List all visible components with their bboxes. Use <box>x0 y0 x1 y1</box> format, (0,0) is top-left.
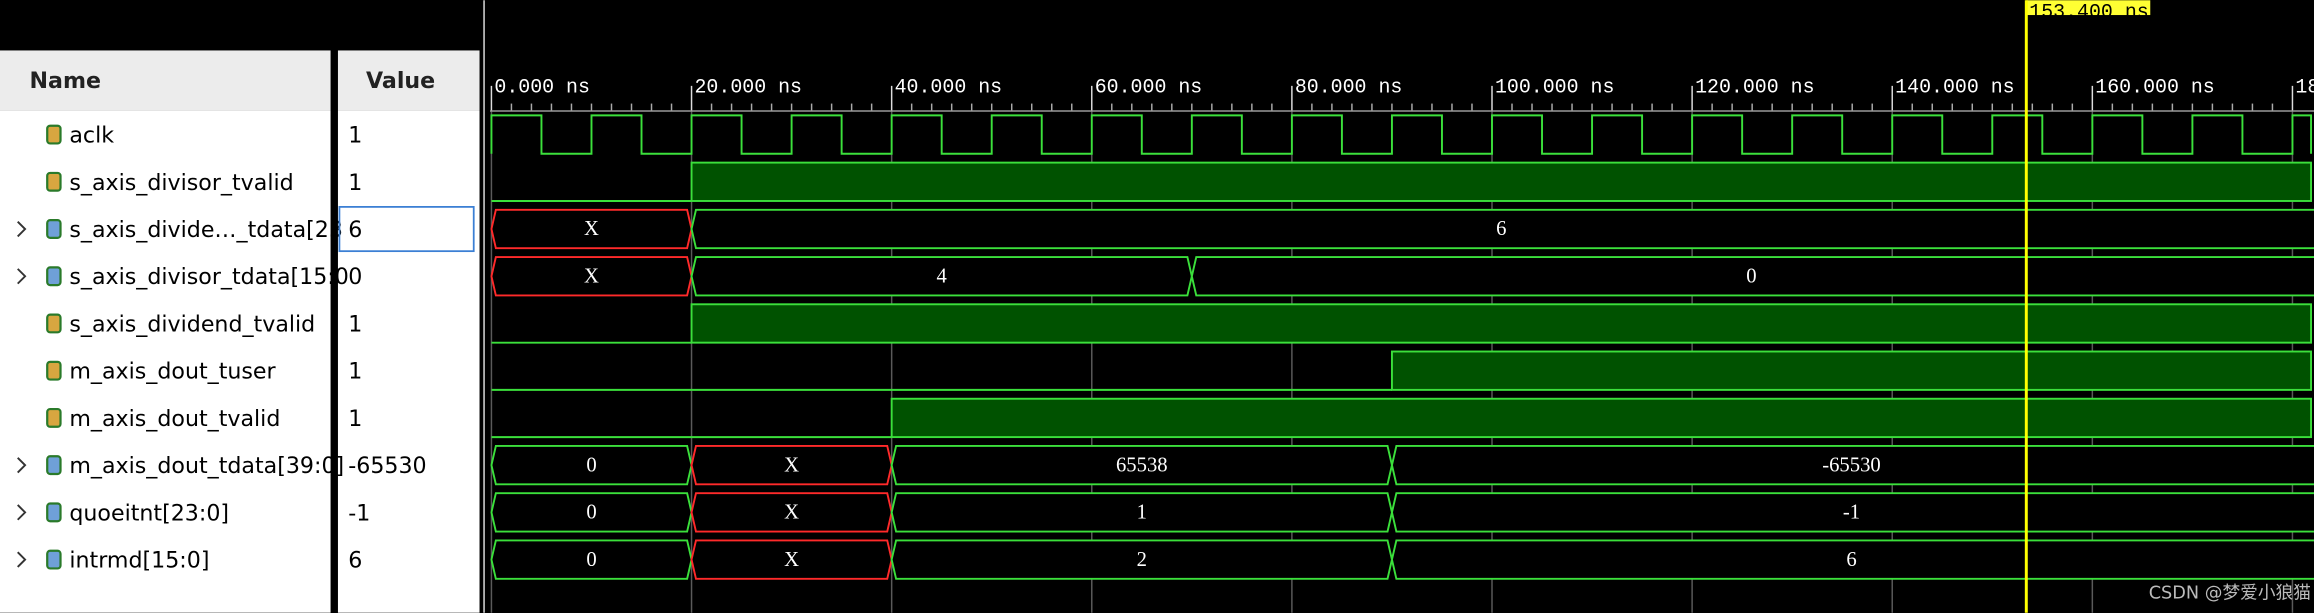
signal-name[interactable]: m_axis_dout_tuser <box>69 359 276 385</box>
ruler-label: 180.000 ns <box>2295 76 2314 99</box>
bus-value: 65538 <box>1116 454 1168 476</box>
signal-name[interactable]: s_axis_divisor_tdata[15:0 <box>69 264 348 290</box>
clock-wave <box>490 114 2313 155</box>
watermark: CSDN @梦爱小狼猫 <box>2149 583 2311 604</box>
signal-name[interactable]: quoeitnt[23:0] <box>69 500 229 526</box>
signal-name[interactable]: m_axis_dout_tvalid <box>69 406 280 432</box>
bus-value: 0 <box>586 549 596 571</box>
bus-segment <box>1190 256 2314 297</box>
signal-value: 6 <box>348 548 362 574</box>
bus-value: 6 <box>1496 218 1506 240</box>
cursor-label-bg <box>2026 0 2151 16</box>
signal-icon <box>46 502 62 523</box>
bit-high <box>1390 350 2313 391</box>
ruler-label: 100.000 ns <box>1495 76 1614 99</box>
bus-value: X <box>784 502 799 524</box>
signal-value: 0 <box>348 264 362 290</box>
bus-value: X <box>584 265 599 287</box>
signal-icon <box>46 549 62 570</box>
ruler-label: 20.000 ns <box>694 76 802 99</box>
bus-value: X <box>784 454 799 476</box>
bus-segment <box>690 208 2314 250</box>
bus-value: 0 <box>586 502 596 524</box>
name-header[interactable] <box>0 50 331 111</box>
ruler-label: 80.000 ns <box>1295 76 1403 99</box>
bus-value: 2 <box>1137 549 1147 571</box>
signal-value: -1 <box>348 500 370 526</box>
signal-name[interactable]: aclk <box>69 123 114 149</box>
signal-value: 6 <box>348 217 362 243</box>
signal-name[interactable]: s_axis_divide…_tdata[23 <box>69 217 343 243</box>
expand-arrow[interactable] <box>17 504 27 521</box>
signal-value: -65530 <box>348 453 426 479</box>
bus-value: 0 <box>1746 265 1756 287</box>
signal-value: 1 <box>348 311 362 337</box>
signal-name[interactable]: s_axis_dividend_tvalid <box>69 311 315 337</box>
signal-value: 1 <box>348 359 362 385</box>
signal-icon <box>46 219 62 239</box>
ruler-label: 60.000 ns <box>1095 76 1203 99</box>
signal-name[interactable]: m_axis_dout_tdata[39:0] <box>69 453 344 479</box>
selected-value-box <box>338 206 475 253</box>
expand-arrow[interactable] <box>17 268 27 285</box>
signal-icon <box>46 313 62 334</box>
bit-high <box>890 397 2313 439</box>
bus-value: -65530 <box>1822 454 1881 476</box>
bus-value: 0 <box>586 454 596 476</box>
header-text: Value <box>366 68 435 94</box>
expand-arrow[interactable] <box>17 220 27 238</box>
signal-icon <box>46 171 62 192</box>
bit-high <box>690 303 2313 344</box>
signal-name[interactable]: s_axis_divisor_tvalid <box>69 170 293 196</box>
bit-high <box>690 161 2313 202</box>
signal-name[interactable]: intrmd[15:0] <box>69 548 209 574</box>
bus-segment <box>1390 492 2314 533</box>
signal-icon <box>46 266 62 287</box>
ruler-label: 140.000 ns <box>1895 76 2014 99</box>
bus-segment <box>1390 445 2314 486</box>
signal-icon <box>46 455 62 476</box>
bus-segment <box>1390 539 2314 580</box>
ruler-label: 0.000 ns <box>494 76 590 99</box>
signal-icon <box>46 360 62 381</box>
expand-arrow[interactable] <box>17 457 27 474</box>
signal-value: 1 <box>348 123 362 149</box>
bus-value: 1 <box>1137 502 1147 524</box>
ruler-label: 160.000 ns <box>2095 76 2214 99</box>
bus-value: 4 <box>937 265 947 287</box>
ruler-label: 120.000 ns <box>1695 76 1814 99</box>
signal-value: 1 <box>348 406 362 432</box>
header-text: Name <box>30 68 102 94</box>
expand-arrow[interactable] <box>17 551 27 568</box>
bus-value: X <box>584 218 599 240</box>
ruler-label: 40.000 ns <box>895 76 1003 99</box>
signal-value: 1 <box>348 170 362 196</box>
signal-icon <box>46 124 62 145</box>
cursor-label: 153.400 ns <box>2029 0 2148 23</box>
bus-value: X <box>784 549 799 571</box>
bus-value: -1 <box>1843 502 1860 524</box>
signal-icon <box>46 407 62 428</box>
value-header[interactable] <box>337 50 480 111</box>
value-column <box>337 110 480 613</box>
bus-value: 6 <box>1846 549 1856 571</box>
